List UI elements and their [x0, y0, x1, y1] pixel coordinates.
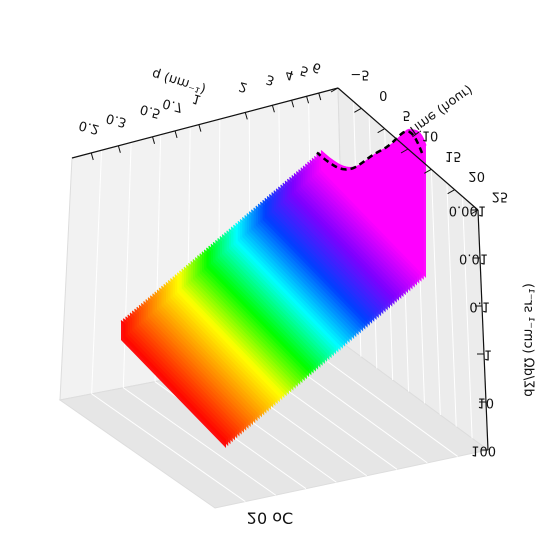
time-tick-label: 15	[445, 148, 462, 163]
q-tick-label: 0.5	[139, 101, 163, 121]
q-tick-label: 1	[191, 90, 203, 107]
time-tick-mark	[400, 148, 409, 154]
q-tick-label: 3	[264, 71, 276, 88]
time-tick-mark	[330, 87, 339, 93]
intensity-axis-line	[477, 209, 489, 451]
series-line	[320, 129, 427, 169]
q-tick-label: 4	[284, 66, 296, 83]
time-axis-title: Time (hour)	[404, 82, 475, 139]
q-tick-mark	[318, 92, 322, 101]
intensity-tick-label: 0.1	[469, 299, 490, 314]
intensity-tick-label: 10	[477, 395, 494, 410]
q-tick-mark	[90, 152, 94, 161]
time-tick-mark	[470, 209, 479, 215]
q-axis-title: q (nm⁻¹)	[150, 66, 207, 97]
axis-lines	[71, 87, 489, 451]
time-tick-label: −5	[350, 67, 369, 82]
q-tick-label: 0.7	[161, 95, 185, 115]
grid-line	[430, 169, 441, 416]
q-tick-label: 0.3	[104, 110, 128, 130]
q-tick-mark	[117, 145, 121, 153]
q-tick-mark	[306, 96, 310, 104]
q-tick-mark	[152, 136, 156, 144]
time-tick-label: 5	[403, 107, 411, 122]
q-tick-mark	[291, 100, 295, 108]
q-tick-label: 6	[311, 59, 323, 76]
q-tick-label: 5	[299, 62, 311, 79]
time-tick-mark	[377, 128, 385, 134]
intensity-tick-label: 0.01	[459, 251, 488, 266]
grid-line	[122, 142, 132, 388]
intensity-tick-label: 0.001	[449, 203, 486, 218]
grid-line	[91, 393, 246, 502]
time-tick-mark	[447, 189, 455, 195]
grid-line	[446, 182, 457, 427]
grid-line	[461, 196, 473, 439]
time-tick-mark	[424, 168, 432, 174]
q-tick-mark	[244, 112, 248, 120]
q-axis-line	[71, 87, 339, 159]
time-tick-label: 0	[379, 87, 387, 102]
intensity-tick-label: 100	[471, 443, 496, 458]
time-tick-label: 25	[492, 189, 509, 204]
temperature-caption: 20 oC	[247, 509, 293, 528]
q-tick-label: 2	[237, 78, 249, 95]
q-tick-mark	[198, 124, 202, 132]
time-tick-label: 10	[422, 128, 439, 143]
time-tick-label: 20	[468, 168, 485, 183]
q-tick-mark	[271, 105, 275, 113]
series-fill	[321, 130, 426, 278]
time-tick-mark	[354, 107, 362, 113]
grid-line	[123, 387, 276, 496]
q-tick-mark	[174, 130, 178, 139]
grid-line	[313, 350, 458, 457]
q-tick-label: 0.2	[77, 117, 101, 137]
tick-labels: 0.2 0.3 0.50.7 12 3 4 5 6 −505101520250.0010.010…	[77, 59, 508, 458]
grid-line	[91, 150, 103, 394]
intensity-axis-title: dΣ/dΩ (cm⁻¹ sr⁻¹)	[521, 283, 536, 397]
data-curves	[120, 128, 427, 448]
reference-curve	[316, 130, 424, 171]
intensity-tick-label: 1	[484, 347, 492, 362]
